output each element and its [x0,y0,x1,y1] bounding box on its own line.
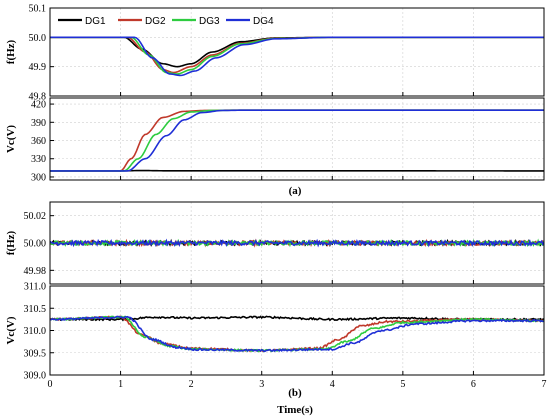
y-tick-label: 309.0 [24,371,47,382]
series-line-dg4 [50,36,544,77]
x-axis-label: Time(s) [277,404,313,416]
y-tick-label: 390 [31,118,46,129]
legend-label-dg4: DG4 [253,16,274,27]
y-tick-label: 50.0 [29,33,47,44]
y-axis-label: Vc(V) [5,316,17,344]
y-tick-label: 360 [31,136,46,147]
series-line-dg4 [50,315,544,353]
y-tick-label: 49.9 [29,62,47,73]
y-tick-label: 50.1 [29,4,47,15]
y-tick-label: 50.02 [24,211,47,222]
y-tick-label: 50.00 [24,239,47,250]
y-tick-label: 309.5 [24,348,47,359]
x-tick-label: 7 [542,379,547,390]
series-line-dg3 [50,36,544,75]
x-tick-label: 2 [189,379,194,390]
y-axis-label: Vc(V) [5,125,17,153]
series-line-dg1 [50,36,544,68]
subplot-1: 50.1 50.0 49.9 49.8 f(Hz) [5,4,545,103]
y-axis-label: f(Hz) [5,230,17,255]
subplot-4: 311.0 310.5 310.0 309.5 309.00 1 2 3 4 5 6 7 Vc(V) [5,282,547,391]
series-line-dg2 [50,36,544,74]
legend-label-dg3: DG3 [199,16,220,27]
y-tick-label: 311.0 [24,282,46,293]
x-tick-label: 1 [118,379,123,390]
plot-frame [49,285,545,376]
plots-group: 50.150.049.949.8f(Hz)420390360330300Vc(V… [5,4,547,391]
caption-a: (a) [289,185,302,197]
y-tick-label: 49.8 [29,92,47,103]
y-tick-label: 300 [31,172,46,183]
x-tick-label: 5 [400,379,405,390]
plot-frame [49,7,545,97]
y-tick-label: 49.98 [24,266,47,277]
subplot-2: 420 390 360 330 300 Vc(V) [5,97,545,183]
y-tick-label: 420 [31,100,46,111]
x-tick-label: 6 [471,379,476,390]
y-tick-label: 310.0 [24,326,47,337]
y-axis-label: f(Hz) [5,39,17,64]
x-tick-label: 4 [330,379,335,390]
y-tick-label: 310.5 [24,304,47,315]
x-tick-label: 3 [259,379,264,390]
series-line-dg3 [50,109,544,172]
series-line-dg2 [50,109,544,172]
caption-b: (b) [288,387,302,399]
legend-label-dg1: DG1 [85,16,106,27]
series-line-dg4 [50,238,544,248]
subplot-3: 50.02 50.00 49.98 f(Hz) [5,201,545,285]
series-line-dg4 [50,109,544,172]
x-tick-label: 0 [48,379,53,390]
y-tick-label: 330 [31,154,46,165]
legend-label-dg2: DG2 [145,16,166,27]
plot-frame [49,201,545,285]
legend: DG1 DG2 DG3 DG4 [58,16,274,27]
plot-frame [49,97,545,181]
